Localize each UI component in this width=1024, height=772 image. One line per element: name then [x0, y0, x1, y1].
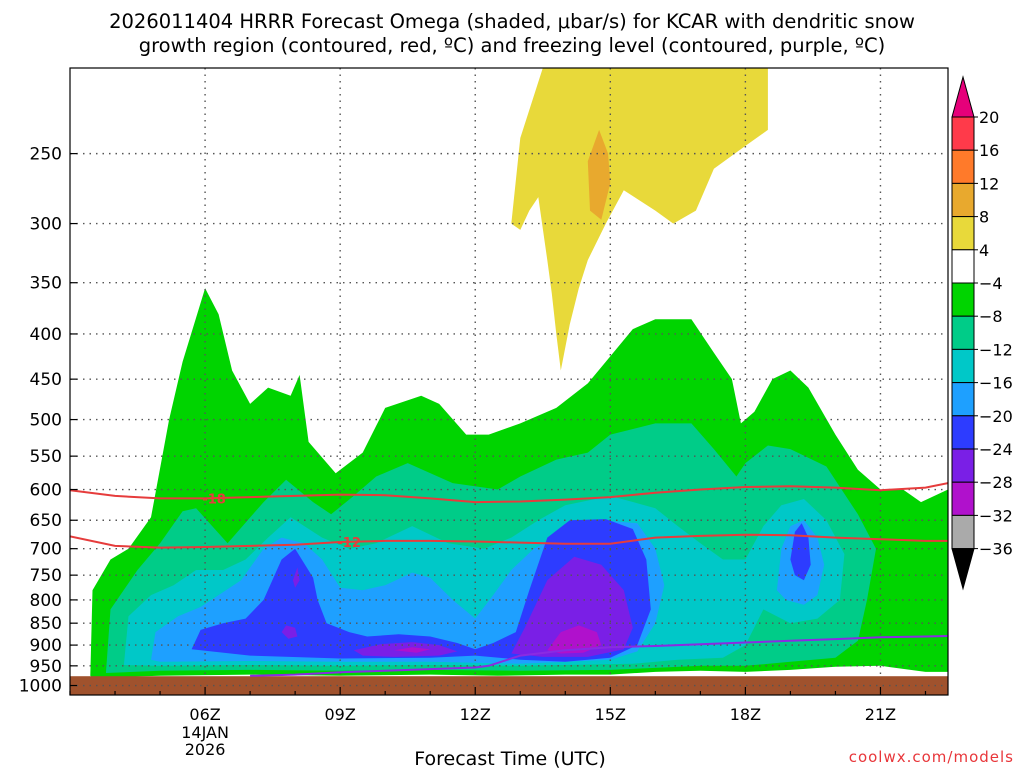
omega-fill-8-0: [587, 129, 611, 220]
colorbar-label-2: 12: [979, 174, 999, 193]
colorbar-label-12: −32: [979, 506, 1013, 525]
omega-fill-7-0: [511, 68, 768, 371]
y-tick-label-500: 500: [30, 411, 62, 431]
colorbar-label-1: 16: [979, 141, 999, 160]
omega-fill-6-0: [547, 625, 602, 654]
omega-fill-5-1: [511, 556, 633, 657]
freezing-contour-0: [250, 635, 948, 677]
omega-fill-5-3: [292, 567, 300, 588]
y-tick-label-400: 400: [30, 325, 62, 345]
dgz-contour-label-0: -18: [202, 492, 226, 507]
dgz-contour-1: [70, 533, 948, 549]
omega-fill-5-2: [281, 625, 298, 639]
colorbar-bin-12: [951, 514, 975, 550]
colorbar-bottom-cap: [951, 548, 975, 591]
y-tick-label-750: 750: [30, 566, 62, 586]
colorbar-label-7: −12: [979, 340, 1013, 359]
dgz-contour-0: [70, 482, 948, 504]
chart-title-line1: 2026011404 HRRR Forecast Omega (shaded, …: [109, 10, 915, 33]
y-tick-label-300: 300: [30, 215, 62, 235]
x-tick-label-18Z: 18Z: [730, 705, 761, 724]
y-tick-label-350: 350: [30, 274, 62, 294]
colorbar-label-4: 4: [979, 241, 989, 260]
y-tick-label-700: 700: [30, 540, 62, 560]
colorbar-label-11: −28: [979, 473, 1013, 492]
y-tick-label-900: 900: [30, 636, 62, 656]
x-tick-label-12Z: 12Z: [460, 705, 491, 724]
colorbar-bin-5: [951, 282, 975, 317]
y-tick-label-450: 450: [30, 370, 62, 390]
x-tick-label-15Z: 15Z: [595, 705, 626, 724]
y-axis: 2503003504004505005506006507007508008509…: [19, 145, 77, 697]
colorbar-bin-9: [951, 415, 975, 450]
y-tick-label-950: 950: [30, 657, 62, 677]
colorbar-label-5: −4: [979, 274, 1003, 293]
dgz-contour-label-1: -12: [337, 536, 361, 551]
x-tick-label-21Z: 21Z: [865, 705, 896, 724]
y-tick-label-650: 650: [30, 511, 62, 531]
colorbar-bin-6: [951, 315, 975, 350]
colorbar-label-0: 20: [979, 108, 999, 127]
colorbar-label-6: −8: [979, 307, 1003, 326]
colorbar-label-10: −24: [979, 440, 1013, 459]
y-tick-label-600: 600: [30, 481, 62, 501]
colorbar-label-9: −20: [979, 407, 1013, 426]
credit-text: coolwx.com/models: [849, 748, 1014, 766]
terrain-block: [70, 676, 948, 695]
colorbar-label-3: 8: [979, 208, 989, 227]
omega-fill-4-1: [790, 523, 811, 581]
chart-title-line2: growth region (contoured, red, ºC) and f…: [139, 34, 886, 57]
colorbar-bin-11: [951, 481, 975, 516]
plot-frame: [69, 67, 949, 696]
colorbar-bin-1: [951, 149, 975, 184]
omega-fill-6-1: [394, 647, 431, 653]
colorbar-bin-10: [951, 448, 975, 483]
x-tick-label-09Z: 09Z: [324, 705, 355, 724]
colorbar-label-13: −36: [979, 540, 1013, 559]
colorbar-label-8: −16: [979, 374, 1013, 393]
colorbar-bin-2: [951, 182, 975, 218]
omega-shading: [90, 68, 948, 678]
x-axis-label: Forecast Time (UTC): [414, 748, 605, 768]
x-tick-sublabel-year: 2026: [185, 740, 226, 759]
x-tick-sublabel-date: 14JAN: [181, 723, 229, 742]
colorbar-bin-4: [951, 249, 975, 284]
contour-lines: -18 -12: [70, 482, 948, 677]
y-tick-label-800: 800: [30, 591, 62, 611]
colorbar-bin-3: [951, 216, 975, 251]
colorbar: 20 16 12 8 4 −4 −8 −12 −16 −20 −24 −28 −32 −36: [951, 75, 1013, 591]
y-tick-label-250: 250: [30, 145, 62, 165]
colorbar-top-cap: [951, 75, 975, 118]
x-tick-label-06Z: 06Z: [189, 705, 220, 724]
colorbar-bin-8: [951, 382, 975, 417]
colorbar-bin-7: [951, 348, 975, 384]
y-tick-label-1000: 1000: [19, 677, 62, 697]
y-tick-label-550: 550: [30, 447, 62, 467]
y-tick-label-850: 850: [30, 614, 62, 634]
colorbar-bin-0: [951, 116, 975, 151]
